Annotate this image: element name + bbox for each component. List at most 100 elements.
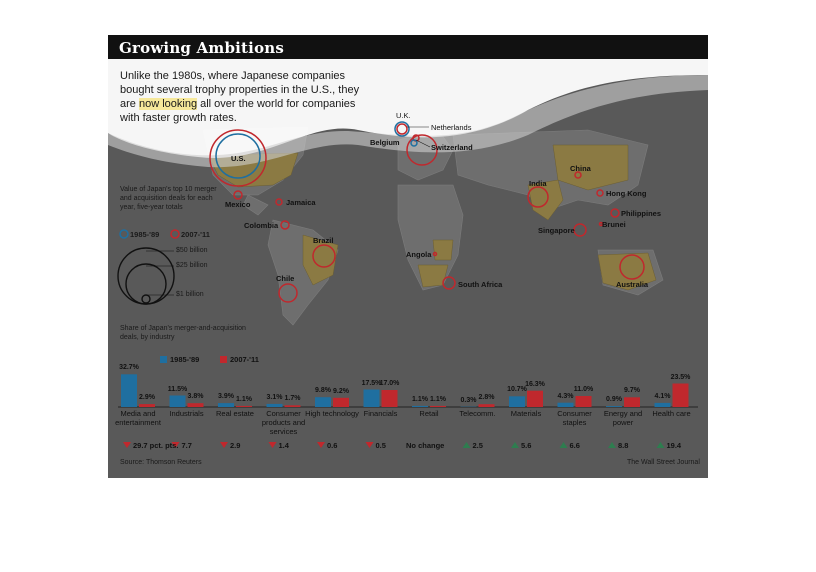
india-bubble: [527, 186, 549, 208]
change-value-1: 7.7: [181, 441, 192, 450]
credit: The Wall Street Journal: [627, 459, 700, 466]
bar-8-series-1: [527, 390, 543, 407]
belgium-bubble: [410, 139, 418, 147]
change-value-0: 29.7 pct. pts.: [133, 441, 179, 450]
label-china: China: [570, 164, 591, 173]
change-arrow-3: [268, 442, 277, 448]
value-label-11-series-1: 23.5%: [670, 373, 691, 381]
label-us: U.S.: [231, 154, 246, 163]
intro-cloud: [108, 59, 708, 158]
scale-circles: [117, 247, 175, 305]
legend-2007-circle: [170, 229, 180, 239]
change-arrow-4: [317, 442, 325, 448]
bar-8-series-0: [509, 396, 525, 407]
change-arrow-9: [559, 442, 568, 448]
label-brazil: Brazil: [313, 236, 334, 245]
category-label-0: Media and entertainment: [115, 409, 161, 427]
label-hongkong: Hong Kong: [606, 189, 647, 198]
bar-3-series-1: [284, 405, 301, 407]
bar-0-series-0: [121, 374, 137, 407]
scale-label-50: $50 billion: [176, 247, 208, 254]
bar-10-series-0: [606, 406, 622, 407]
deal-bubbles: [209, 121, 645, 303]
value-label-9-series-0: 4.3%: [557, 392, 574, 400]
uk-bubble-1985: [394, 121, 410, 137]
change-value-9: 6.6: [569, 441, 580, 450]
value-label-7-series-1: 2.8%: [478, 394, 495, 402]
value-label-9-series-1: 11.0%: [573, 386, 594, 393]
china-bubble: [574, 171, 582, 179]
label-chile: Chile: [276, 274, 295, 283]
bar-9-series-0: [557, 402, 574, 407]
legend-1985-label: 1985-'89: [130, 230, 160, 239]
label-india: India: [529, 179, 547, 188]
value-label-0-series-0: 32.7%: [119, 364, 139, 372]
bar-legend-1985-label: 1985-'89: [170, 355, 200, 364]
label-australia: Australia: [616, 280, 649, 289]
change-arrow-0: [123, 442, 131, 448]
bar-0-series-1: [139, 404, 155, 407]
bar-6-series-0: [412, 405, 428, 407]
value-label-6-series-0: 1.1%: [412, 395, 428, 403]
bar-1-series-0: [169, 395, 186, 407]
source-note: Source: Thomson Reuters: [120, 459, 202, 466]
bar-11-series-1: [672, 383, 689, 407]
bar-3-series-0: [266, 403, 283, 407]
intro-part1: Unlike the 1980s, where Japanese compani…: [120, 70, 360, 110]
category-label-9: Consumer staples: [557, 409, 592, 427]
us-bubble-2007: [209, 129, 267, 187]
value-label-4-series-0: 9.8%: [315, 387, 331, 395]
bar-chart-title: Share of Japan's merger-and-acquisition …: [120, 325, 246, 341]
label-netherlands: Netherlands: [431, 123, 472, 132]
bar-2-series-0: [218, 403, 234, 407]
leader-lines: [407, 126, 431, 148]
legend-2007-label: 2007-'11: [181, 230, 210, 239]
us-bubble-1985: [215, 133, 261, 179]
label-mexico: Mexico: [225, 200, 251, 209]
bar-6-series-1: [430, 405, 446, 407]
scale-label-1: $1 billion: [176, 291, 204, 298]
scale-label-25: $25 billion: [176, 262, 208, 269]
bar-4-series-1: [333, 397, 349, 407]
label-jamaica: Jamaica: [286, 198, 316, 207]
scale-circle-1: [141, 294, 151, 304]
change-arrows: [123, 442, 665, 448]
category-label-5: Financials: [363, 409, 398, 418]
bar-5-series-1: [381, 390, 398, 407]
label-southafrica: South Africa: [458, 280, 503, 289]
category-label-1: Industrials: [169, 409, 204, 418]
bar-11-series-0: [654, 402, 671, 407]
brunei-bubble: [598, 221, 604, 227]
legend-swatch-2007: [220, 356, 227, 363]
value-label-10-series-1: 9.7%: [624, 387, 640, 395]
label-singapore: Singapore: [538, 226, 575, 235]
jamaica-bubble: [275, 198, 283, 206]
label-angola: Angola: [406, 250, 432, 259]
singapore-bubble: [573, 223, 587, 237]
legend-1985-circle: [119, 229, 129, 239]
infographic: Growing Ambitions: [108, 35, 708, 478]
label-switzerland: Switzerland: [431, 143, 473, 152]
change-arrow-11: [656, 442, 665, 448]
value-label-11-series-0: 4.1%: [654, 392, 671, 400]
bar-5-series-0: [363, 389, 380, 407]
value-label-6-series-1: 1.1%: [430, 395, 446, 403]
bar-group: [121, 374, 689, 407]
value-label-2-series-1: 1.1%: [236, 395, 252, 403]
intro-highlight: now looking: [138, 98, 198, 110]
bar-legend-2007: 2007-'11: [220, 355, 259, 364]
hongkong-bubble: [596, 189, 604, 197]
change-arrow-5: [365, 442, 374, 448]
uk-bubble-2007: [396, 123, 408, 135]
label-uk: U.K.: [396, 111, 411, 120]
highlighted-countries: [207, 144, 657, 291]
category-label-7: Telecomm.: [459, 409, 496, 418]
bar-2-series-1: [236, 405, 252, 407]
bar-legend-2007-label: 2007-'11: [230, 355, 259, 364]
change-value-5: 0.5: [375, 441, 386, 450]
value-label-7-series-0: 0.3%: [460, 396, 477, 404]
bar-10-series-1: [624, 397, 640, 407]
change-arrow-1: [171, 442, 180, 448]
label-brunei: Brunei: [602, 220, 626, 229]
switzerland-bubble: [406, 134, 438, 166]
